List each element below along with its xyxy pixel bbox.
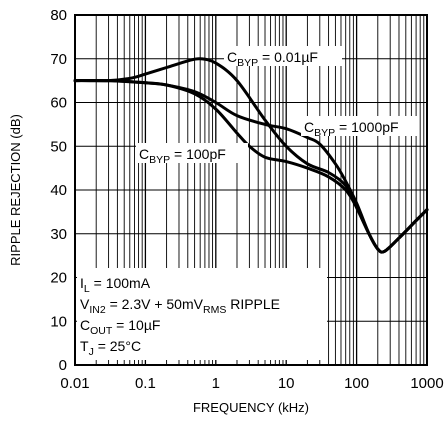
series-line-cbyp-1000pf xyxy=(73,78,429,254)
x-tick-label: 10 xyxy=(278,375,295,392)
y-axis-title: RIPPLE REJECTION (dB) xyxy=(8,114,23,266)
y-tick-label: 60 xyxy=(50,95,67,112)
y-tick-label: 10 xyxy=(50,313,67,330)
x-tick-label: 1 xyxy=(212,375,220,392)
y-tick-label: 20 xyxy=(50,270,67,287)
series-line-cbyp-0.01uf xyxy=(73,57,429,254)
label-bg-100pf xyxy=(136,143,248,163)
label-cbyp-100pf: CBYP = 100pF xyxy=(139,146,226,166)
x-tick-label: 1000 xyxy=(410,375,443,392)
label-cbyp-1000pf: CBYP = 1000pF xyxy=(304,119,399,139)
x-tick-label: 0.01 xyxy=(60,375,89,392)
y-tick-label: 30 xyxy=(50,226,67,243)
condition-il: IL = 100mA xyxy=(80,275,151,295)
series-line-cbyp-100pf xyxy=(73,78,429,254)
y-tick-labels: 0 10 20 30 40 50 60 70 80 xyxy=(50,7,67,374)
x-tick-label: 0.1 xyxy=(135,375,156,392)
label-bg-1000pf xyxy=(301,116,419,136)
curves xyxy=(73,57,429,254)
x-tick-label: 100 xyxy=(344,375,369,392)
condition-vin2: VIN2 = 2.3V + 50mVRMS RIPPLE xyxy=(80,296,280,316)
condition-cout: COUT = 10µF xyxy=(80,317,160,337)
plot-frame xyxy=(74,14,428,366)
x-tick-labels: 0.01 0.1 1 10 100 1000 xyxy=(60,375,443,392)
y-tick-label: 0 xyxy=(59,357,67,374)
x-axis-title: FREQUENCY (kHz) xyxy=(193,400,309,415)
y-tick-label: 70 xyxy=(50,51,67,68)
label-bg-0.01uf xyxy=(224,46,342,66)
conditions-bg xyxy=(77,268,327,360)
condition-tj: TJ = 25°C xyxy=(80,338,141,358)
label-cbyp-0.01uf: CBYP = 0.01µF xyxy=(227,49,318,69)
y-tick-label: 40 xyxy=(50,182,67,199)
conditions-block: IL = 100mA VIN2 = 2.3V + 50mVRMS RIPPLE … xyxy=(80,275,280,358)
y-tick-label: 50 xyxy=(50,138,67,155)
y-tick-label: 80 xyxy=(50,7,67,24)
